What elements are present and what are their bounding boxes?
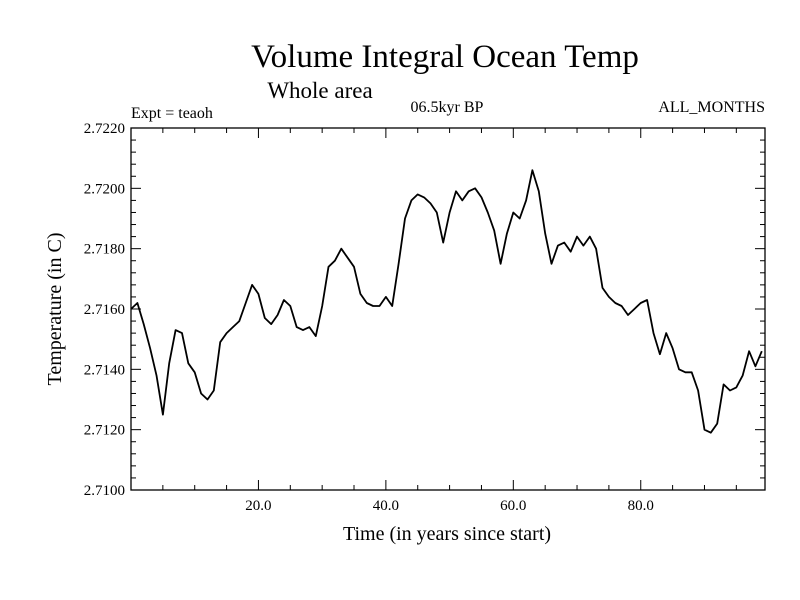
x-tick-label: 40.0 — [373, 498, 399, 514]
expt-label: Expt = teaoh — [131, 105, 213, 122]
y-tick-label: 2.7120 — [84, 423, 125, 439]
plot-frame — [130, 127, 766, 491]
months-label: ALL_MONTHS — [658, 99, 765, 116]
period-label: 06.5kyr BP — [411, 99, 484, 116]
y-tick-label: 2.7220 — [84, 121, 125, 137]
y-tick-label: 2.7200 — [84, 181, 125, 197]
y-tick-label: 2.7140 — [84, 362, 125, 378]
chart-subtitle: Whole area — [267, 78, 372, 103]
y-tick-label: 2.7100 — [84, 483, 125, 499]
x-tick-label: 60.0 — [500, 498, 526, 514]
x-tick-label: 20.0 — [245, 498, 271, 514]
series-line — [130, 169, 763, 434]
y-tick-label: 2.7180 — [84, 242, 125, 258]
x-axis-label: Time (in years since start) — [343, 523, 551, 545]
y-tick-label: 2.7160 — [84, 302, 125, 318]
chart-title: Volume Integral Ocean Temp — [251, 39, 639, 75]
y-axis-label: Temperature (in C) — [44, 233, 66, 386]
x-tick-label: 80.0 — [628, 498, 654, 514]
